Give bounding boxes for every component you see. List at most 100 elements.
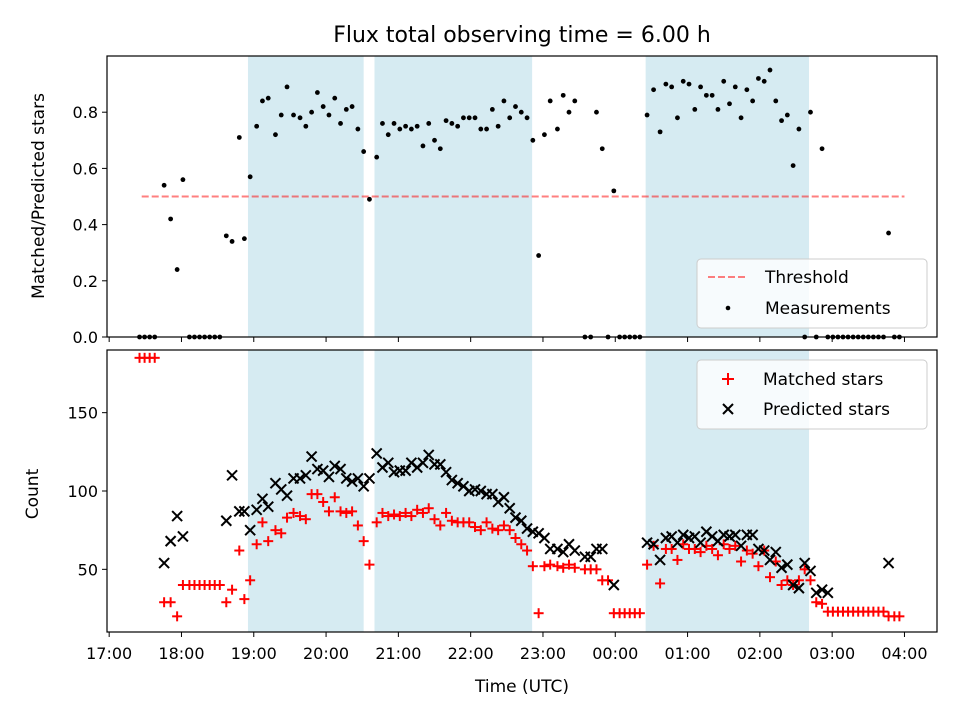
measurement-point <box>297 115 303 121</box>
matched-star-point <box>689 543 700 554</box>
matched-star-point <box>805 575 816 586</box>
y-tick-label: 0.8 <box>73 103 98 122</box>
predicted-star-point <box>363 472 376 485</box>
predicted-star-point <box>305 450 318 463</box>
matched-star-point <box>753 561 764 572</box>
measurement-point <box>784 112 790 118</box>
predicted-marker-b <box>752 543 765 555</box>
measurement-point <box>223 233 229 239</box>
bottom-y-axis-label: Count <box>23 468 43 519</box>
measurement-point <box>501 98 507 104</box>
measurement-point <box>309 109 315 115</box>
x-tick-label: 01:00 <box>665 644 711 663</box>
matched-star-point <box>358 536 369 547</box>
predicted-marker-b <box>822 587 834 599</box>
measurement-point <box>698 84 703 90</box>
matched-star-point <box>234 545 245 556</box>
measurement-point <box>886 230 891 236</box>
matched-star-point <box>724 543 735 554</box>
x-tick-label: 17:00 <box>86 644 132 663</box>
matched-star-point <box>227 584 238 595</box>
predicted-star-point <box>509 511 522 524</box>
predicted-star-point <box>423 449 435 461</box>
measurement-point <box>709 92 715 98</box>
top-y-axis-label: Matched/Predicted stars <box>29 93 49 299</box>
predicted-marker-b <box>244 524 256 536</box>
measurement-point <box>663 81 669 87</box>
measurement-point <box>367 196 372 202</box>
x-tick-label: 23:00 <box>520 644 566 663</box>
matched-star-point <box>341 507 352 518</box>
matched-star-point <box>516 539 527 550</box>
measurements-legend-swatch <box>725 305 731 311</box>
predicted-marker-b <box>226 469 238 482</box>
predicted-marker-b <box>446 474 458 486</box>
predicted-marker-b <box>317 464 329 477</box>
predicted-star-point <box>654 554 666 566</box>
measurement-point <box>767 67 773 73</box>
matched-star-point <box>642 559 653 570</box>
predicted-marker-b <box>735 540 747 552</box>
measurement-point <box>338 121 343 126</box>
predicted-marker-b <box>596 543 608 555</box>
x-axis-label: Time (UTC) <box>474 677 569 697</box>
predicted-marker-b <box>357 480 370 493</box>
y-tick-label: 150 <box>67 404 98 423</box>
top-legend: Threshold Measurements <box>696 258 928 329</box>
predicted-star-point <box>440 466 452 478</box>
matched-star-point <box>221 597 232 608</box>
matched-star-point <box>377 507 388 518</box>
measurement-point <box>611 188 617 194</box>
predicted-star-point <box>451 477 464 489</box>
matched-star-point <box>295 511 306 522</box>
predicted-marker-b <box>677 529 689 541</box>
predicted-star-point <box>475 485 487 497</box>
x-tick-label: 18:00 <box>158 644 204 663</box>
predicted-marker-b <box>233 505 246 518</box>
matched-star-point <box>569 562 580 573</box>
matched-star-point <box>172 611 183 622</box>
predicted-marker-b <box>281 489 293 502</box>
predicted-star-point <box>323 471 335 483</box>
matched-star-point <box>470 522 481 533</box>
measurement-point <box>495 123 501 129</box>
x-tick-label: 02:00 <box>737 644 783 663</box>
x-tick-label: 19:00 <box>231 644 277 663</box>
matched-star-point <box>446 515 457 526</box>
count-panel: 50 100 150 17:00 18:00 19:00 20:00 21:00 22:00 23… <box>67 349 938 663</box>
predicted-marker-b <box>538 532 551 544</box>
matched-star-point <box>329 492 340 503</box>
measurement-point <box>489 106 495 112</box>
measurement-point <box>437 146 443 152</box>
y-tick-label: 50 <box>78 560 98 579</box>
matched-star-point <box>276 528 287 539</box>
measurement-point <box>278 112 284 118</box>
predicted-marker-b <box>457 480 470 493</box>
matched-star-point <box>655 578 666 589</box>
measurement-point <box>651 87 656 93</box>
measurement-point <box>332 95 338 101</box>
predicted-marker-b <box>352 472 364 485</box>
predicted-star-point <box>294 472 306 485</box>
predicted-star-point <box>584 551 597 563</box>
predicted-star-point <box>677 529 689 541</box>
predicted-marker-b <box>269 477 282 489</box>
matched-star-point <box>364 559 375 570</box>
predicted-star-point <box>729 529 741 541</box>
predicted-marker-b <box>498 491 510 503</box>
predicted-marker-b <box>238 505 251 518</box>
matched-star-point <box>245 575 256 586</box>
predicted-star-point <box>694 536 707 549</box>
measurement-point <box>819 146 825 152</box>
y-tick-label: 0.4 <box>73 216 98 235</box>
measurement-point <box>265 95 271 101</box>
matched-star-point <box>335 506 346 517</box>
measurement-point <box>524 115 530 121</box>
measurement-point <box>594 109 599 115</box>
matched-star-point <box>417 507 428 518</box>
predicted-marker-b <box>671 536 684 549</box>
observing-window-band <box>374 350 533 632</box>
matched-star-point <box>545 559 556 570</box>
matched-star-point <box>423 503 434 514</box>
measurement-point <box>744 87 750 93</box>
